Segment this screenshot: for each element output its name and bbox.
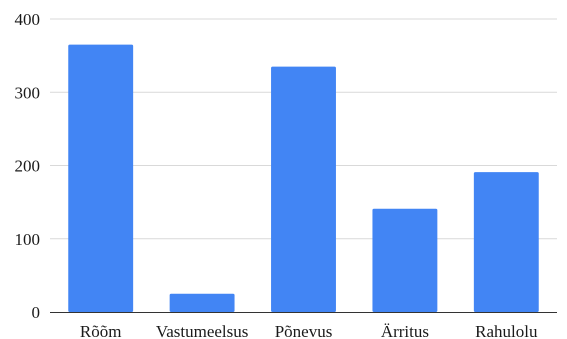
x-axis-labels: Rõõm Vastumeelsus Põnevus Ärritus Rahulolu bbox=[80, 322, 538, 339]
bar-3 bbox=[372, 208, 438, 312]
y-tick-label: 300 bbox=[15, 83, 41, 102]
bar-1 bbox=[169, 293, 235, 312]
y-tick-label: 400 bbox=[15, 10, 41, 29]
bar-0 bbox=[68, 44, 134, 312]
y-tick-label: 0 bbox=[32, 303, 41, 322]
x-tick-label: Vastumeelsus bbox=[156, 322, 249, 339]
x-tick-label: Põnevus bbox=[275, 322, 333, 339]
x-tick-label: Ärritus bbox=[381, 322, 429, 339]
y-tick-label: 100 bbox=[15, 230, 41, 249]
x-tick-label: Rahulolu bbox=[475, 322, 538, 339]
bars bbox=[68, 44, 539, 312]
y-tick-label: 200 bbox=[15, 157, 41, 176]
x-tick-label: Rõõm bbox=[80, 322, 122, 339]
bar-4 bbox=[473, 172, 539, 312]
y-axis-ticks: 0 100 200 300 400 bbox=[15, 10, 41, 322]
bar-2 bbox=[271, 66, 336, 312]
